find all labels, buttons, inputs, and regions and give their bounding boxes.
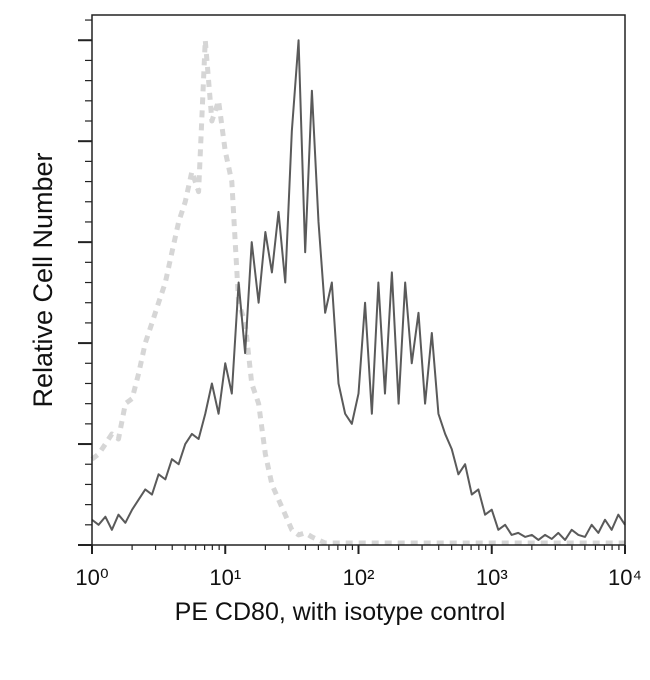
plot-frame — [91, 14, 626, 546]
x-tick-label: 10² — [343, 565, 375, 590]
histogram-line — [90, 37, 625, 546]
x-tick-label: 10³ — [476, 565, 508, 590]
x-tick-label: 10⁰ — [75, 565, 108, 590]
histogram-line — [91, 39, 626, 541]
x-tick-label: 10¹ — [209, 565, 241, 590]
x-axis-label: PE CD80, with isotype control — [175, 598, 506, 626]
y-axis-label: Relative Cell Number — [28, 152, 58, 407]
x-tick-label: 10⁴ — [608, 565, 642, 590]
